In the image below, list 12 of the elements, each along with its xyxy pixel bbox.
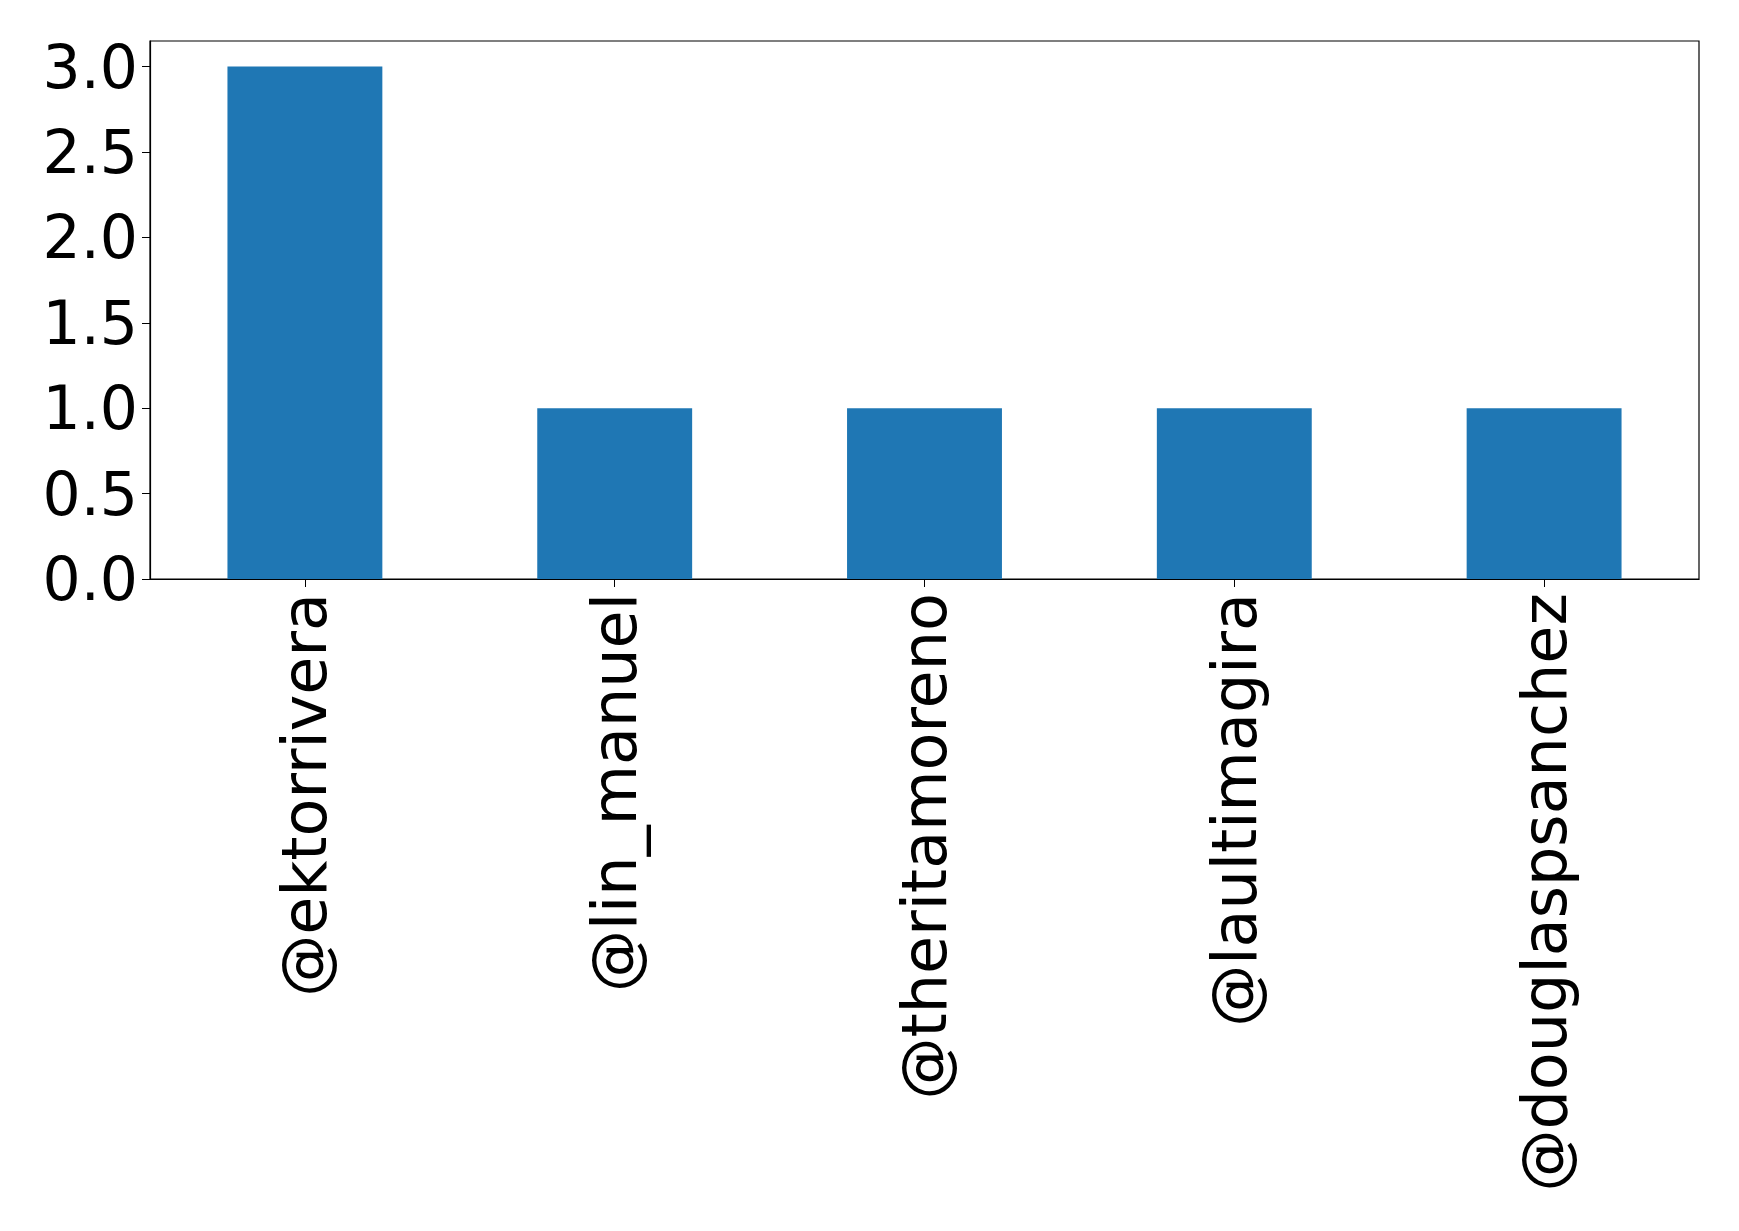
x-tick-label: @theritamoreno: [888, 593, 961, 1100]
x-tick-label: @laultimagira: [1197, 593, 1271, 1027]
x-tick-label: @ektorrivera: [268, 593, 342, 997]
y-tick-label: 2.5: [42, 117, 138, 188]
y-tick-label: 1.5: [42, 287, 138, 358]
y-tick-label: 2.0: [42, 202, 138, 273]
x-tick-label: @douglaspsanchez: [1507, 593, 1581, 1192]
y-tick-label: 0.0: [42, 544, 138, 614]
y-tick-label: 3.0: [42, 31, 138, 102]
y-tick-label: 0.5: [42, 458, 138, 529]
x-tick-label: @lin_manuel: [578, 593, 652, 993]
y-tick-label: 1.0: [42, 373, 138, 444]
